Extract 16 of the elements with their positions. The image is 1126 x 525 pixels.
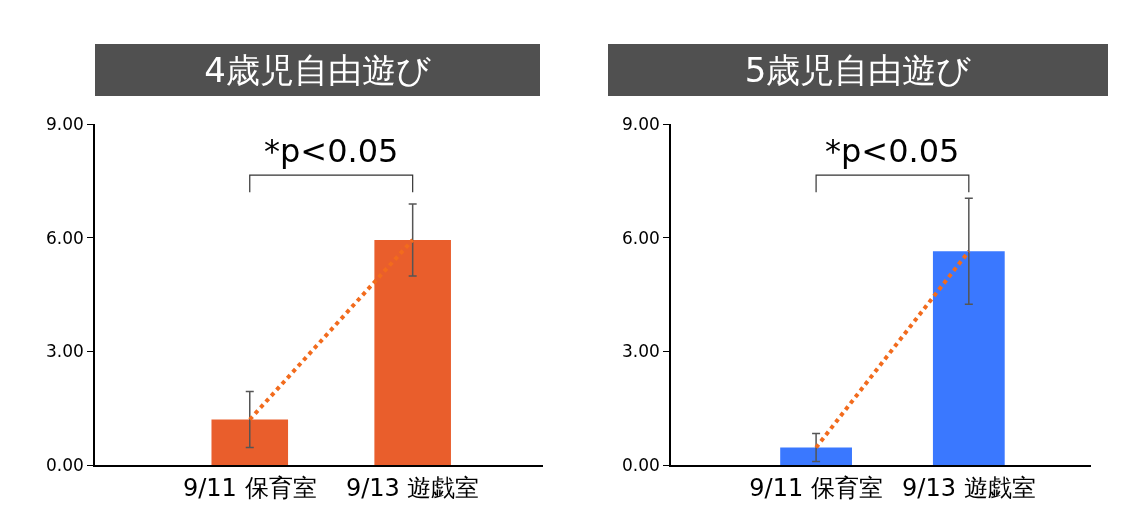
- x-tick-label: 9/13 遊戯室: [902, 473, 1036, 502]
- x-tick-label: 9/13 遊戯室: [345, 473, 480, 502]
- chart-title: 4歳児自由遊び: [95, 44, 540, 96]
- y-tick-label: 6.00: [45, 227, 84, 248]
- y-tick-label: 0.00: [621, 454, 660, 475]
- y-tick-label: 0.00: [45, 454, 84, 475]
- y-tick-label: 3.00: [45, 341, 84, 362]
- y-tick-label: 3.00: [621, 341, 660, 362]
- y-tick-label: 9.00: [45, 113, 84, 134]
- x-tick-label: 9/11 保育室: [182, 473, 317, 502]
- y-tick-label: 9.00: [621, 113, 660, 134]
- chart-title: 5歳児自由遊び: [608, 44, 1108, 96]
- annotation: *p<0.05: [825, 132, 960, 170]
- x-tick-label: 9/11 保育室: [749, 473, 883, 502]
- y-tick-label: 6.00: [621, 227, 660, 248]
- annotation: *p<0.05: [264, 132, 399, 170]
